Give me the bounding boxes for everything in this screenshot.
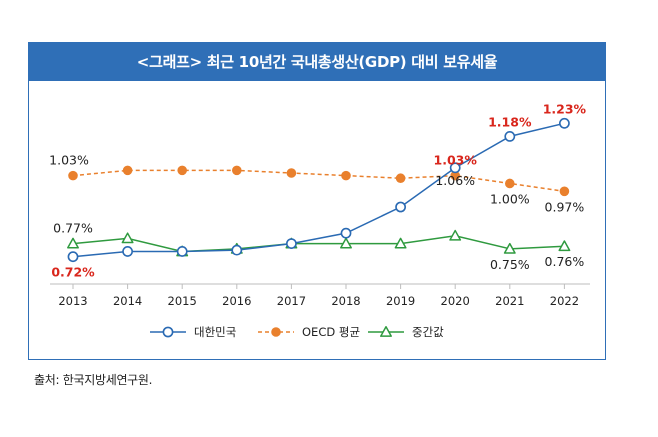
series-0-point [122, 246, 133, 257]
x-tick-label: 2016 [222, 294, 251, 308]
series-line-1 [72, 169, 565, 193]
x-tick-label: 2022 [550, 294, 579, 308]
series-2-point [67, 237, 79, 249]
x-tick-label: 2021 [495, 294, 524, 308]
series-1-point [341, 170, 351, 181]
series-1-point [177, 165, 187, 176]
x-tick-label: 2020 [441, 294, 470, 308]
series-line-2 [72, 235, 565, 253]
series-0-point [67, 251, 79, 263]
series-0-point [504, 130, 516, 142]
legend-label: 대한민국 [194, 325, 236, 339]
data-label: 1.23% [543, 101, 587, 116]
x-tick-label: 2015 [168, 294, 197, 308]
legend-marker [380, 326, 392, 337]
legend-label: 중간값 [412, 325, 444, 339]
legend-label: OECD 평균 [302, 325, 360, 339]
data-label: 0.76% [545, 254, 585, 269]
series-1-point [559, 186, 570, 197]
series-1-point [68, 170, 78, 181]
series-line-0 [72, 122, 565, 258]
data-label: 1.03% [49, 153, 89, 168]
series-1-point [122, 165, 133, 176]
series-0-point [340, 227, 352, 239]
series-2-point [449, 229, 462, 241]
series-2-point [503, 242, 516, 254]
chart-frame: <그래프> 최근 10년간 국내총생산(GDP) 대비 보유세율 [28, 42, 606, 360]
series-2-point [394, 237, 407, 249]
legend-marker [271, 327, 281, 337]
data-label: 1.00% [490, 191, 530, 206]
series-1-point [232, 165, 242, 176]
x-tick-label: 2018 [331, 294, 360, 308]
series-1-point [505, 178, 515, 189]
data-label: 0.97% [545, 199, 585, 214]
x-tick-label: 2019 [386, 294, 415, 308]
source-note: 출처: 한국지방세연구원. [34, 373, 153, 387]
data-label: 1.18% [488, 114, 532, 129]
data-label: 0.77% [53, 221, 93, 236]
series-0-point [176, 246, 188, 257]
series-1-point [395, 173, 406, 184]
series-2-point [121, 232, 134, 244]
x-tick-label: 2017 [277, 294, 306, 308]
data-label: 0.75% [490, 257, 530, 272]
series-0-point [395, 201, 406, 213]
series-0-point [449, 162, 461, 174]
x-tick-label: 2014 [113, 294, 142, 308]
series-2-point [340, 237, 352, 249]
data-label: 1.06% [435, 173, 475, 188]
x-tick-label: 2013 [58, 294, 87, 308]
chart-title: <그래프> 최근 10년간 국내총생산(GDP) 대비 보유세율 [29, 43, 605, 81]
data-label: 1.03% [434, 153, 478, 168]
series-1-point [286, 168, 297, 178]
data-label: 0.72% [51, 265, 95, 280]
series-0-point [231, 244, 243, 256]
series-0-point [559, 117, 570, 129]
series-2-point [558, 240, 571, 252]
series-0-point [285, 238, 297, 250]
legend-marker [162, 326, 174, 338]
